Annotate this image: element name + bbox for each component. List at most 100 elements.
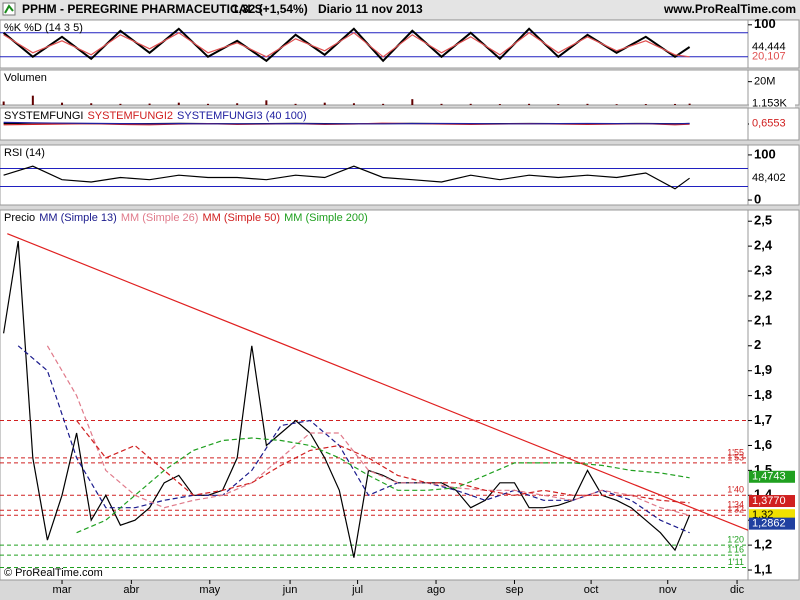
y-tick-label: 1,2	[754, 537, 772, 552]
volume-bar	[615, 104, 618, 105]
x-tick-label: mar	[53, 584, 72, 596]
y-tick-label: 2,5	[754, 213, 772, 228]
series-line	[3, 121, 690, 125]
y-tick-label: 1,8	[754, 387, 772, 402]
level-label: 1'40	[727, 485, 744, 495]
volume-bar	[90, 103, 93, 105]
series-line	[76, 420, 690, 504]
y-tick-label: 1,9	[754, 362, 772, 377]
last-value-box	[749, 97, 795, 110]
series-line	[3, 165, 690, 190]
x-tick-label: nov	[659, 584, 677, 596]
volume-bar	[61, 102, 64, 105]
volume-bar	[323, 102, 326, 105]
last-value-box	[749, 41, 795, 54]
series-line	[17, 345, 690, 534]
last-value-label: 1,2862	[752, 518, 786, 530]
x-tick-label: oct	[584, 584, 599, 596]
panel	[0, 69, 749, 106]
volume-bar	[674, 103, 677, 105]
legend-entry: SYSTEMFUNGI	[4, 110, 83, 122]
x-tick-label: sep	[506, 584, 524, 596]
last-value-box	[749, 495, 795, 508]
y-tick-label: 2,4	[754, 238, 773, 253]
legend-entry: SYSTEMFUNGI2	[87, 110, 173, 122]
x-tick-label: may	[199, 584, 220, 596]
volume-bar	[498, 104, 501, 105]
panel-title: Volumen	[4, 72, 47, 84]
volume-bar	[382, 103, 385, 105]
legend-entry: SYSTEMFUNGI3 (40 100)	[177, 110, 307, 122]
y-tick-label: 100	[754, 16, 776, 31]
last-value-label: 0,6553	[752, 117, 786, 129]
volume-bar	[206, 103, 209, 105]
y-tick-label: 1,7	[754, 412, 772, 427]
legend-entry: MM (Simple 13)	[39, 212, 117, 224]
x-tick-label: jul	[351, 584, 363, 596]
volume-bar	[688, 103, 691, 105]
last-value-label: 1,4743	[752, 471, 786, 483]
panel-title: Precio	[4, 212, 35, 224]
period: Diario 11 nov 2013	[318, 2, 423, 16]
legend-entry: MM (Simple 200)	[284, 212, 368, 224]
y-tick-label: 2,3	[754, 262, 772, 277]
y-tick-label: 0	[754, 191, 761, 206]
volume-bar	[31, 95, 34, 105]
last-value-box	[749, 117, 795, 130]
volume-bar	[265, 100, 268, 105]
panel	[0, 19, 749, 69]
level-label: 1'16	[727, 544, 744, 554]
header-bar	[0, 0, 800, 19]
panel-title: RSI (14)	[4, 147, 45, 159]
volume-bar	[2, 101, 5, 105]
level-label: 1'55	[727, 447, 744, 457]
level-label: 1'34	[727, 500, 744, 510]
series-line	[3, 241, 691, 558]
volume-bar	[119, 103, 122, 105]
series-line	[2, 27, 691, 63]
level-label: 1'20	[727, 534, 744, 544]
site: www.ProRealTime.com	[663, 2, 796, 16]
x-tick-label: ago	[427, 584, 445, 596]
series-line	[46, 345, 690, 516]
level-label: 1'53	[727, 452, 744, 462]
y-tick-label: 2,1	[754, 312, 772, 327]
x-tick-label: abr	[123, 584, 139, 596]
panel-title: %K %D (14 3 5)	[4, 22, 83, 34]
panel	[0, 144, 749, 206]
legend-entry: MM (Simple 26)	[121, 212, 199, 224]
series-line	[76, 437, 690, 534]
panel	[0, 209, 749, 581]
volume-bar	[644, 104, 647, 105]
volume-bar	[528, 103, 531, 105]
volume-bar	[148, 103, 151, 105]
quote: 1,32 (+1,54%)	[232, 2, 308, 16]
volume-bar	[294, 103, 297, 105]
y-tick-label: 2,2	[754, 287, 772, 302]
last-value-label: 44,444	[752, 41, 786, 53]
volume-bar	[469, 103, 472, 105]
last-value-label: 1,3770	[752, 495, 786, 507]
trend-icon	[4, 4, 14, 14]
last-value-box	[749, 172, 795, 185]
volume-bar	[586, 103, 589, 105]
last-value-box	[749, 50, 795, 63]
level-label: 1'32	[727, 505, 744, 515]
footer: © ProRealTime.com	[4, 567, 103, 579]
symbol: PPHM - PEREGRINE PHARMACEUTICALS	[22, 2, 263, 16]
level-label: 1'11	[728, 557, 744, 567]
volume-bar	[411, 99, 414, 105]
volume-bar	[352, 103, 355, 105]
last-value-label: 20,107	[752, 51, 786, 63]
last-value-label: 48,402	[752, 172, 786, 184]
y-tick-label: 2	[754, 337, 761, 352]
volume-bar	[236, 103, 239, 105]
volume-bar	[557, 104, 560, 105]
last-value-box	[749, 470, 795, 483]
y-tick-label: 20M	[754, 76, 775, 88]
last-value-label: 1.153K	[752, 98, 788, 110]
last-value-box	[749, 517, 795, 530]
series-line	[3, 32, 690, 58]
x-tick-label: dic	[730, 584, 745, 596]
